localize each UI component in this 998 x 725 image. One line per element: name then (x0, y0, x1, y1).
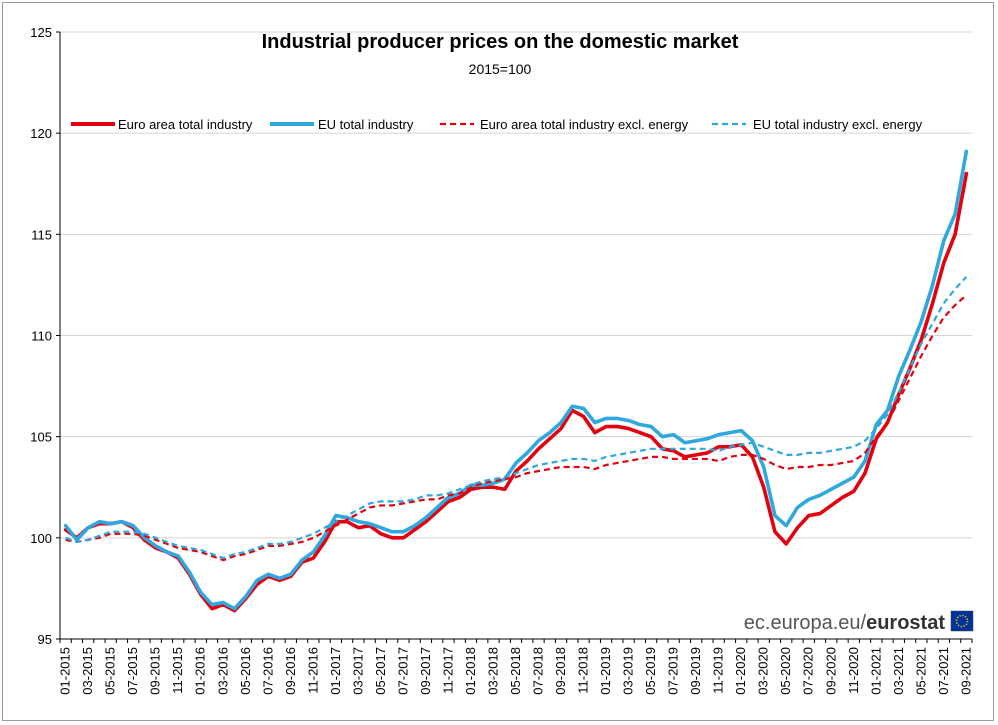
y-tick-label: 125 (30, 25, 52, 40)
x-tick-label: 03-2019 (621, 647, 636, 695)
x-tick-label: 11-2016 (305, 647, 320, 694)
x-tick-label: 05-2019 (643, 647, 658, 695)
x-tick-label: 07-2019 (666, 647, 681, 695)
series-line-4 (65, 276, 968, 560)
x-tick-label: 01-2020 (733, 647, 748, 695)
x-tick-label: 09-2017 (418, 647, 433, 695)
legend-label-eu-total: EU total industry (318, 117, 414, 132)
x-tick-label: 09-2018 (553, 647, 568, 695)
x-tick-label: 03-2015 (80, 647, 95, 695)
source-brand: eurostat (866, 612, 945, 634)
x-tick-label: 05-2015 (103, 647, 118, 695)
x-tick-label: 05-2020 (778, 647, 793, 695)
y-tick-label: 110 (31, 329, 52, 344)
series-line-2 (63, 149, 969, 611)
x-tick-label: 05-2021 (913, 647, 928, 695)
legend-label-euro-area-total: Euro area total industry (118, 117, 253, 132)
x-tick-label: 01-2019 (598, 647, 613, 695)
x-tick-label: 07-2017 (395, 647, 410, 695)
y-tick-label: 105 (30, 430, 52, 445)
legend-item-euro-area-excl-energy: Euro area total industry excl. energy (440, 117, 689, 132)
x-tick-label: 09-2020 (823, 647, 838, 695)
x-tick-label: 07-2015 (125, 647, 140, 695)
x-tick-label: 05-2017 (373, 647, 388, 695)
y-tick-label: 120 (30, 126, 52, 141)
legend: Euro area total industry EU total indust… (71, 117, 923, 132)
source-credit: ec.europa.eu/eurostat (744, 610, 974, 634)
x-tick-label: 01-2021 (868, 647, 883, 695)
legend-label-eu-excl-energy: EU total industry excl. energy (753, 117, 923, 132)
chart-subtitle: 2015=100 (469, 61, 532, 77)
source-prefix: ec.europa.eu/ (744, 612, 867, 634)
legend-label-euro-area-excl-energy: Euro area total industry excl. energy (480, 117, 689, 132)
x-tick-label: 11-2018 (576, 647, 591, 694)
legend-item-euro-area-total: Euro area total industry (71, 117, 253, 132)
x-tick-label: 07-2020 (801, 647, 816, 695)
x-tick-label: 09-2021 (958, 647, 973, 695)
legend-item-eu-total: EU total industry (270, 117, 414, 132)
x-tick-label: 09-2015 (148, 647, 163, 695)
x-tick-label: 01-2018 (463, 647, 478, 695)
x-tick-label: 03-2017 (350, 647, 365, 695)
x-tick-label: 01-2016 (193, 647, 208, 695)
x-tick-label: 05-2018 (508, 647, 523, 695)
x-tick-label: 01-2015 (58, 647, 73, 695)
series-lines (63, 149, 969, 613)
x-tick-label: 11-2017 (440, 647, 455, 694)
x-tick-label: 03-2016 (215, 647, 230, 695)
x-axis: 01-2015 03-2015 05-2015 07-2015 09-2015 11-20… (58, 638, 973, 695)
series-line-3 (65, 294, 968, 562)
x-tick-label: 09-2016 (283, 647, 298, 695)
x-tick-label: 03-2020 (756, 647, 771, 695)
y-tick-label: 95 (38, 632, 52, 647)
x-tick-label: 01-2017 (328, 647, 343, 695)
x-tick-label: 07-2021 (936, 647, 951, 695)
x-tick-label: 07-2018 (531, 647, 546, 695)
source-text: ec.europa.eu/eurostat (744, 612, 946, 634)
x-tick-label: 11-2020 (846, 647, 861, 694)
x-tick-label: 09-2019 (688, 647, 703, 695)
x-tick-label: 11-2015 (170, 647, 185, 694)
series-line-1 (63, 171, 969, 613)
x-tick-label: 03-2018 (485, 647, 500, 695)
x-tick-label: 05-2016 (238, 647, 253, 695)
y-tick-label: 100 (30, 531, 52, 546)
y-tick-label: 115 (31, 227, 52, 242)
legend-item-eu-excl-energy: EU total industry excl. energy (712, 117, 923, 132)
x-tick-label: 11-2019 (711, 647, 726, 694)
y-axis: 95 100 105 110 115 120 125 (30, 25, 61, 647)
chart-title: Industrial producer prices on the domest… (262, 31, 739, 53)
eu-flag-icon (950, 610, 974, 632)
x-tick-label: 07-2016 (260, 647, 275, 695)
x-tick-label: 03-2021 (891, 647, 906, 695)
gridlines (60, 31, 972, 539)
